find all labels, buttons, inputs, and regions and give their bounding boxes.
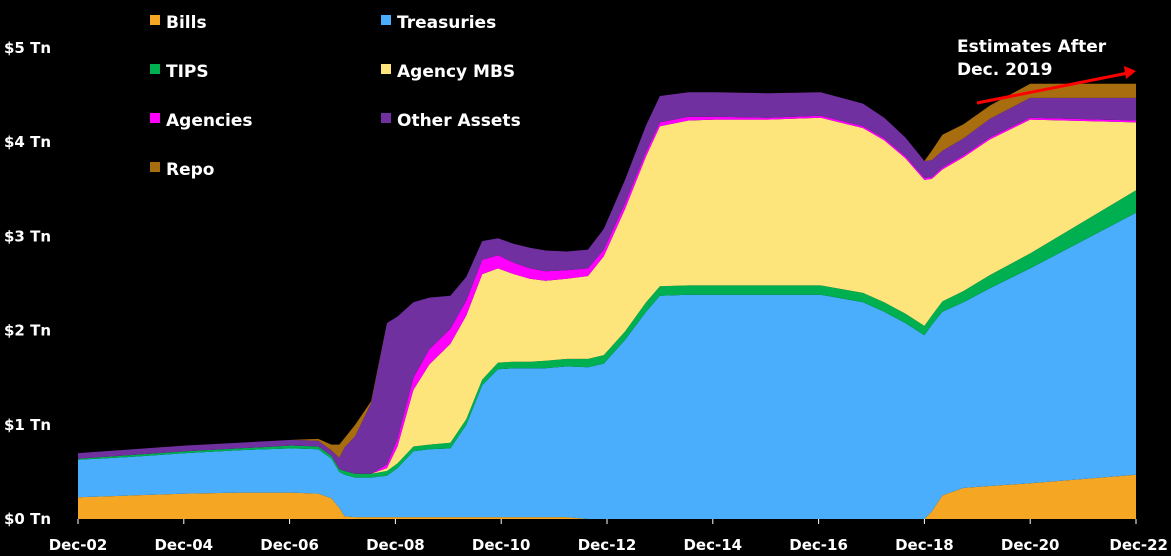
y-tick-label: $1 Tn	[4, 416, 51, 434]
legend-item-tips: TIPS	[150, 62, 209, 82]
estimates-annotation: Estimates After Dec. 2019	[957, 37, 1136, 105]
legend-item-other-assets: Other Assets	[381, 111, 521, 131]
estimates-arrow	[976, 71, 1129, 105]
legend-swatch	[381, 113, 391, 123]
legend-label: Treasuries	[397, 13, 496, 33]
legend-swatch	[381, 64, 391, 74]
y-axis-tick-labels: $0 Tn $1 Tn $2 Tn $3 Tn $4 Tn $5 Tn	[4, 39, 51, 528]
x-tick-label: Dec-22	[1109, 536, 1168, 554]
area-tips	[78, 190, 1136, 478]
x-tick-label: Dec-20	[1001, 536, 1060, 554]
area-agency-mbs	[78, 117, 1136, 474]
legend-item-bills: Bills	[150, 13, 207, 33]
x-tick-label: Dec-08	[366, 536, 425, 554]
legend-item-repo: Repo	[150, 160, 214, 180]
area-bills	[78, 474, 1136, 519]
legend-swatch	[381, 15, 391, 25]
chart-legend: Bills TIPS Agencies Repo Treasuries Agency MB…	[150, 13, 521, 180]
legend-label: Agency MBS	[397, 62, 515, 82]
y-tick-label: $4 Tn	[4, 133, 51, 151]
x-tick-label: Dec-02	[49, 536, 108, 554]
x-tick-label: Dec-04	[154, 536, 213, 554]
x-tick-label: Dec-14	[683, 536, 742, 554]
legend-swatch	[150, 15, 160, 25]
legend-label: Other Assets	[397, 111, 521, 131]
y-tick-label: $0 Tn	[4, 510, 51, 528]
estimates-arrow-head	[1124, 66, 1136, 79]
area-treasuries	[78, 212, 1136, 520]
legend-label: TIPS	[166, 62, 209, 82]
legend-swatch	[150, 64, 160, 74]
x-axis-tick-labels: Dec-02 Dec-04 Dec-06 Dec-08 Dec-10 Dec-12 Dec-…	[49, 519, 1168, 554]
legend-swatch	[150, 162, 160, 172]
y-tick-label: $5 Tn	[4, 39, 51, 57]
legend-item-treasuries: Treasuries	[381, 13, 496, 33]
x-tick-label: Dec-06	[260, 536, 319, 554]
legend-item-agency-mbs: Agency MBS	[381, 62, 515, 82]
x-tick-label: Dec-10	[472, 536, 531, 554]
legend-label: Repo	[166, 160, 214, 180]
x-tick-label: Dec-12	[578, 536, 637, 554]
x-tick-label: Dec-16	[789, 536, 848, 554]
legend-item-agencies: Agencies	[150, 111, 253, 131]
y-tick-label: $3 Tn	[4, 227, 51, 245]
legend-label: Bills	[166, 13, 207, 33]
annotation-line-2: Dec. 2019	[957, 60, 1052, 80]
stacked-areas	[78, 83, 1136, 520]
legend-swatch	[150, 113, 160, 123]
legend-label: Agencies	[166, 111, 253, 131]
annotation-line-1: Estimates After	[957, 37, 1107, 57]
y-tick-label: $2 Tn	[4, 322, 51, 340]
x-tick-label: Dec-18	[895, 536, 954, 554]
